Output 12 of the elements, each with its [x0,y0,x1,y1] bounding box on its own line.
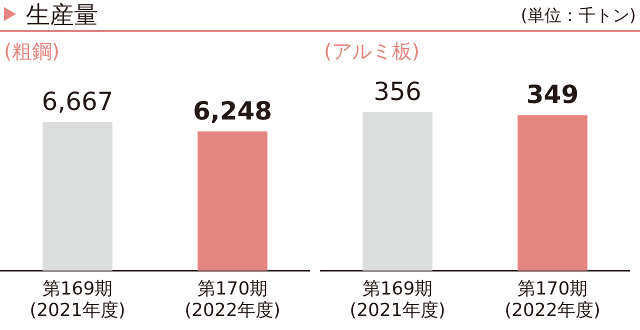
x-tick-label: 第169期 (2021年度) [350,278,446,321]
chart-subtitle: (アルミ板) [324,38,420,65]
x-tick-label: 第170期 (2022年度) [184,278,280,321]
chart-title: 生産量 [26,0,98,30]
text: (単位：千トン) [520,5,636,28]
data-label: 349 [526,80,579,110]
data-label: 356 [374,76,422,106]
x-tick-label: 第169期 (2021年度) [30,278,126,321]
data-label: 6,667 [42,87,114,116]
chart-subtitle: (粗鋼) [4,38,60,65]
x-tick-label: 第170期 (2022年度) [504,278,600,321]
data-label: 6,248 [192,96,272,126]
